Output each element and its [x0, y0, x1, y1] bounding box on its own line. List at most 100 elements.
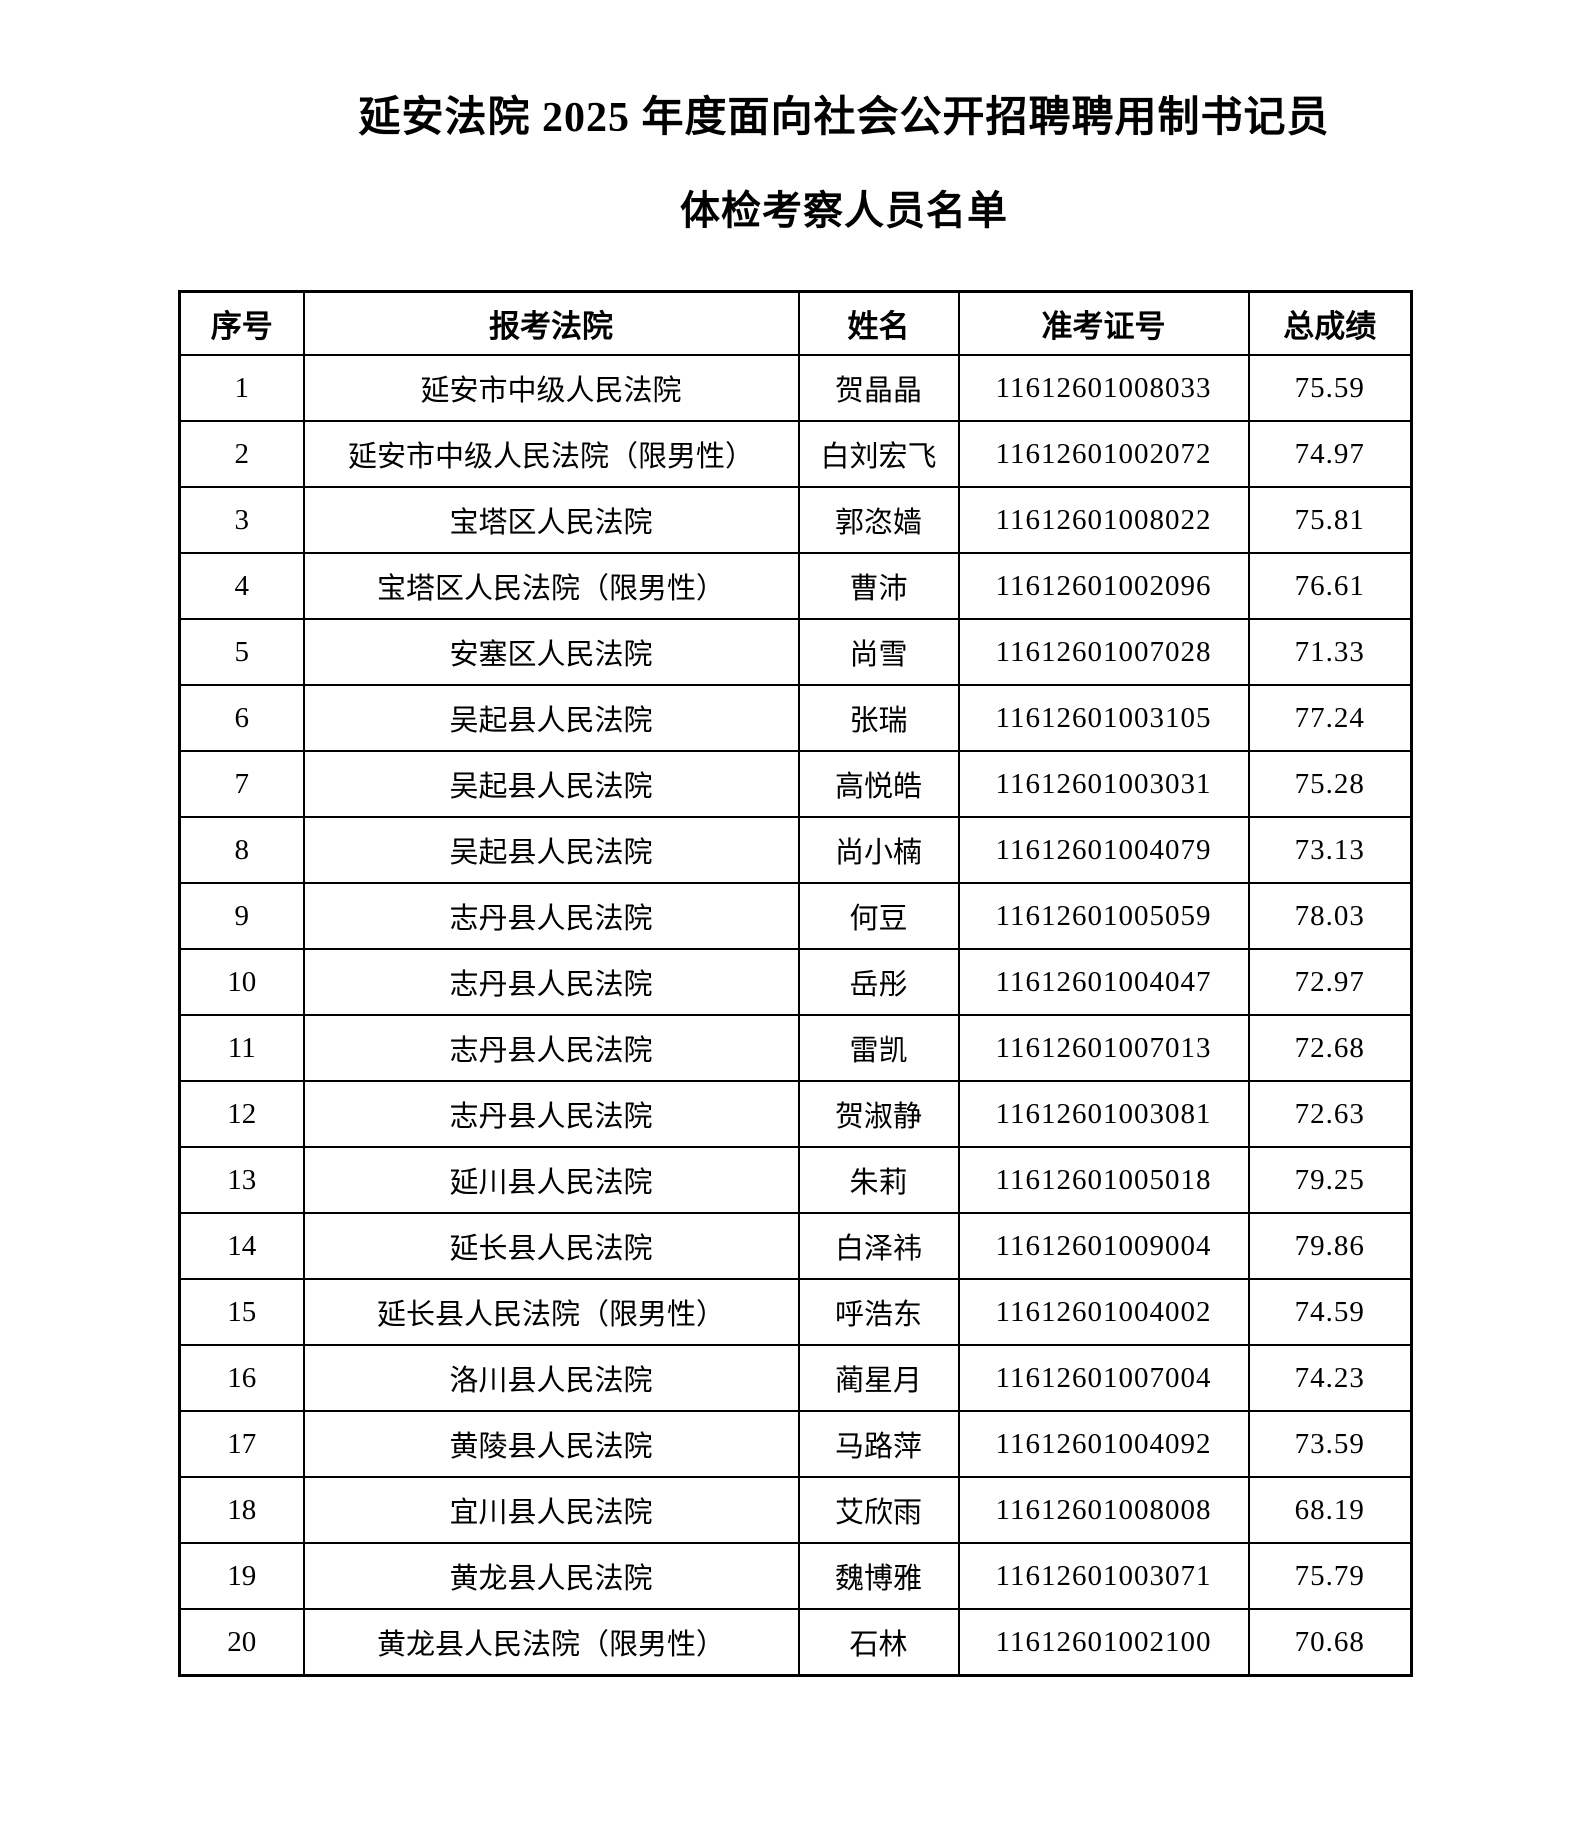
- header-total-score: 总成绩: [1247, 290, 1413, 357]
- serial-cell: 7: [178, 750, 305, 819]
- serial-cell: 11: [178, 1014, 305, 1083]
- table-row: 17 黄陵县人民法院 马路萍 11612601004092 73.59: [178, 1410, 1413, 1479]
- score-cell: 73.13: [1247, 816, 1413, 885]
- table-row: 10 志丹县人民法院 岳彤 11612601004047 72.97: [178, 948, 1413, 1017]
- ticket-cell: 11612601002096: [957, 552, 1250, 621]
- ticket-cell: 11612601003071: [957, 1542, 1250, 1611]
- table-row: 1 延安市中级人民法院 贺晶晶 11612601008033 75.59: [178, 354, 1413, 423]
- court-cell: 延安市中级人民法院（限男性）: [302, 420, 800, 489]
- score-cell: 79.86: [1247, 1212, 1413, 1281]
- name-cell: 贺晶晶: [797, 354, 960, 423]
- serial-cell: 18: [178, 1476, 305, 1545]
- serial-cell: 8: [178, 816, 305, 885]
- header-court-applied: 报考法院: [302, 290, 800, 357]
- name-cell: 贺淑静: [797, 1080, 960, 1149]
- name-cell: 朱莉: [797, 1146, 960, 1215]
- name-cell: 雷凯: [797, 1014, 960, 1083]
- document-title: 延安法院 2025 年度面向社会公开招聘聘用制书记员 体检考察人员名单: [228, 0, 1460, 232]
- score-cell: 70.68: [1247, 1608, 1413, 1677]
- court-cell: 宝塔区人民法院: [302, 486, 800, 555]
- court-cell: 吴起县人民法院: [302, 750, 800, 819]
- name-cell: 郭恣嫱: [797, 486, 960, 555]
- name-cell: 尚雪: [797, 618, 960, 687]
- serial-cell: 2: [178, 420, 305, 489]
- name-cell: 何豆: [797, 882, 960, 951]
- ticket-cell: 11612601008022: [957, 486, 1250, 555]
- serial-cell: 16: [178, 1344, 305, 1413]
- serial-cell: 10: [178, 948, 305, 1017]
- name-cell: 呼浩东: [797, 1278, 960, 1347]
- score-cell: 74.59: [1247, 1278, 1413, 1347]
- ticket-cell: 11612601004092: [957, 1410, 1250, 1479]
- ticket-cell: 11612601008033: [957, 354, 1250, 423]
- table-row: 16 洛川县人民法院 蔺星月 11612601007004 74.23: [178, 1344, 1413, 1413]
- court-cell: 延安市中级人民法院: [302, 354, 800, 423]
- title-line-1: 延安法院 2025 年度面向社会公开招聘聘用制书记员: [358, 95, 1330, 141]
- table-row: 5 安塞区人民法院 尚雪 11612601007028 71.33: [178, 618, 1413, 687]
- score-cell: 74.23: [1247, 1344, 1413, 1413]
- score-cell: 71.33: [1247, 618, 1413, 687]
- title-line-2: 体检考察人员名单: [680, 188, 1008, 234]
- serial-cell: 13: [178, 1146, 305, 1215]
- name-cell: 马路萍: [797, 1410, 960, 1479]
- header-serial-number: 序号: [178, 290, 305, 357]
- table-row: 13 延川县人民法院 朱莉 11612601005018 79.25: [178, 1146, 1413, 1215]
- score-cell: 77.24: [1247, 684, 1413, 753]
- serial-cell: 20: [178, 1608, 305, 1677]
- table-row: 11 志丹县人民法院 雷凯 11612601007013 72.68: [178, 1014, 1413, 1083]
- ticket-cell: 11612601009004: [957, 1212, 1250, 1281]
- name-cell: 艾欣雨: [797, 1476, 960, 1545]
- name-cell: 张瑞: [797, 684, 960, 753]
- ticket-cell: 11612601007028: [957, 618, 1250, 687]
- court-cell: 志丹县人民法院: [302, 1014, 800, 1083]
- court-cell: 黄龙县人民法院（限男性）: [302, 1608, 800, 1677]
- serial-cell: 12: [178, 1080, 305, 1149]
- name-cell: 白泽祎: [797, 1212, 960, 1281]
- serial-cell: 15: [178, 1278, 305, 1347]
- name-cell: 蔺星月: [797, 1344, 960, 1413]
- ticket-cell: 11612601002072: [957, 420, 1250, 489]
- ticket-cell: 11612601005059: [957, 882, 1250, 951]
- court-cell: 延川县人民法院: [302, 1146, 800, 1215]
- ticket-cell: 11612601008008: [957, 1476, 1250, 1545]
- table-row: 12 志丹县人民法院 贺淑静 11612601003081 72.63: [178, 1080, 1413, 1149]
- court-cell: 宜川县人民法院: [302, 1476, 800, 1545]
- table-row: 7 吴起县人民法院 高悦皓 11612601003031 75.28: [178, 750, 1413, 819]
- ticket-cell: 11612601003081: [957, 1080, 1250, 1149]
- score-cell: 78.03: [1247, 882, 1413, 951]
- name-cell: 曹沛: [797, 552, 960, 621]
- ticket-cell: 11612601002100: [957, 1608, 1250, 1677]
- score-cell: 74.97: [1247, 420, 1413, 489]
- score-cell: 73.59: [1247, 1410, 1413, 1479]
- serial-cell: 3: [178, 486, 305, 555]
- court-cell: 志丹县人民法院: [302, 1080, 800, 1149]
- table-row: 3 宝塔区人民法院 郭恣嫱 11612601008022 75.81: [178, 486, 1413, 555]
- score-cell: 79.25: [1247, 1146, 1413, 1215]
- table-row: 6 吴起县人民法院 张瑞 11612601003105 77.24: [178, 684, 1413, 753]
- serial-cell: 9: [178, 882, 305, 951]
- name-cell: 白刘宏飞: [797, 420, 960, 489]
- serial-cell: 6: [178, 684, 305, 753]
- serial-cell: 19: [178, 1542, 305, 1611]
- table-row: 15 延长县人民法院（限男性） 呼浩东 11612601004002 74.59: [178, 1278, 1413, 1347]
- table-row: 4 宝塔区人民法院（限男性） 曹沛 11612601002096 76.61: [178, 552, 1413, 621]
- ticket-cell: 11612601007004: [957, 1344, 1250, 1413]
- header-ticket-number: 准考证号: [957, 290, 1250, 357]
- serial-cell: 1: [178, 354, 305, 423]
- serial-cell: 14: [178, 1212, 305, 1281]
- serial-cell: 4: [178, 552, 305, 621]
- court-cell: 志丹县人民法院: [302, 948, 800, 1017]
- table-row: 8 吴起县人民法院 尚小楠 11612601004079 73.13: [178, 816, 1413, 885]
- serial-cell: 5: [178, 618, 305, 687]
- court-cell: 宝塔区人民法院（限男性）: [302, 552, 800, 621]
- court-cell: 志丹县人民法院: [302, 882, 800, 951]
- name-cell: 石林: [797, 1608, 960, 1677]
- court-cell: 延长县人民法院（限男性）: [302, 1278, 800, 1347]
- table-row: 18 宜川县人民法院 艾欣雨 11612601008008 68.19: [178, 1476, 1413, 1545]
- court-cell: 安塞区人民法院: [302, 618, 800, 687]
- table-row: 2 延安市中级人民法院（限男性） 白刘宏飞 11612601002072 74.97: [178, 420, 1413, 489]
- name-cell: 尚小楠: [797, 816, 960, 885]
- ticket-cell: 11612601004002: [957, 1278, 1250, 1347]
- name-cell: 高悦皓: [797, 750, 960, 819]
- table-row: 14 延长县人民法院 白泽祎 11612601009004 79.86: [178, 1212, 1413, 1281]
